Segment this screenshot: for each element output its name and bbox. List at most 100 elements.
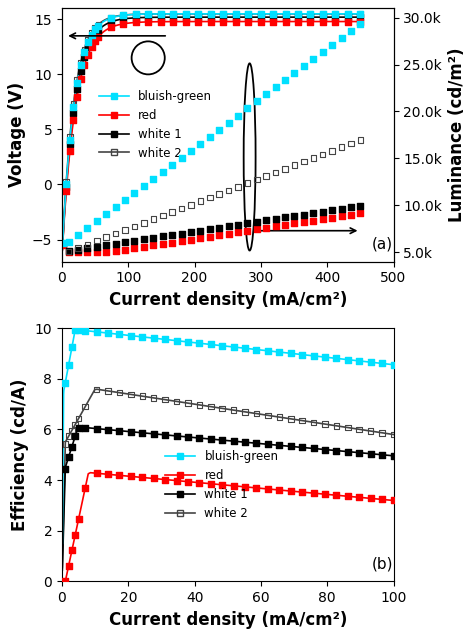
Point (74, 231, 82, 241)
Point (150, 473, 157, 483)
Point (82, 483, 89, 493)
Point (81, 52, 88, 62)
Y-axis label: Luminance (cd/m²): Luminance (cd/m²) (447, 48, 465, 222)
Point (281, 212, 289, 222)
Point (91, 36, 99, 46)
Point (91, 23, 99, 33)
Point (207, 401, 215, 412)
Point (319, 9, 327, 19)
Point (232, 9, 239, 19)
Point (321, 489, 329, 499)
Point (68, 441, 76, 452)
Point (332, 17, 339, 27)
Point (344, 422, 352, 433)
Point (140, 181, 148, 191)
Point (287, 414, 294, 424)
Point (367, 448, 374, 459)
Point (294, 12, 302, 22)
Point (272, 168, 280, 178)
Point (253, 408, 260, 419)
Point (310, 443, 318, 454)
Point (149, 240, 157, 250)
Point (206, 232, 214, 242)
Point (321, 352, 329, 362)
Point (65, 247, 73, 257)
Point (116, 329, 123, 340)
Point (344, 447, 352, 457)
Point (121, 245, 129, 255)
Point (184, 432, 192, 442)
Point (356, 201, 364, 211)
Point (257, 17, 264, 27)
Point (91, 24, 99, 34)
Point (282, 12, 289, 22)
Point (145, 12, 152, 22)
Point (132, 13, 140, 23)
Point (119, 10, 127, 20)
Point (145, 9, 152, 19)
Point (269, 17, 277, 27)
Point (356, 448, 363, 458)
Point (194, 9, 202, 19)
Point (272, 221, 280, 231)
Point (168, 230, 176, 240)
Point (84, 50, 91, 60)
Point (275, 440, 283, 450)
Point (65, 238, 73, 248)
Point (107, 22, 115, 32)
Point (93, 241, 100, 252)
Point (197, 233, 204, 243)
Point (62, 576, 69, 586)
Point (356, 135, 364, 145)
Point (344, 17, 352, 27)
Point (197, 225, 204, 236)
Point (187, 227, 195, 237)
Point (187, 234, 195, 245)
Point (62, 464, 69, 474)
Point (282, 9, 289, 19)
Point (62, 378, 69, 388)
Point (300, 61, 308, 71)
Point (275, 347, 283, 357)
Point (157, 12, 164, 22)
Point (187, 146, 195, 156)
Point (206, 132, 214, 142)
Point (298, 487, 306, 497)
Point (184, 398, 192, 408)
Point (173, 475, 180, 485)
Point (182, 9, 190, 19)
Point (119, 18, 127, 29)
Point (244, 17, 252, 27)
Point (66, 132, 73, 142)
Point (104, 469, 112, 480)
Point (104, 424, 112, 434)
Point (178, 203, 185, 213)
Point (73, 92, 81, 102)
Point (82, 401, 89, 412)
Point (310, 153, 317, 163)
Point (234, 227, 242, 238)
Point (196, 478, 203, 488)
Point (184, 337, 192, 347)
Point (344, 12, 352, 22)
Point (263, 171, 270, 181)
Point (84, 42, 91, 52)
Point (93, 424, 100, 434)
Point (244, 218, 251, 229)
Point (333, 420, 340, 431)
Point (161, 334, 169, 345)
Point (241, 407, 249, 417)
Point (263, 223, 270, 233)
Point (390, 360, 397, 370)
Point (344, 9, 352, 19)
Point (131, 236, 138, 246)
Point (264, 346, 272, 356)
Point (234, 220, 242, 230)
Point (121, 225, 129, 235)
Point (68, 342, 76, 352)
Point (65, 246, 73, 256)
Point (178, 229, 185, 239)
Point (321, 419, 329, 429)
Point (319, 9, 327, 19)
Point (264, 410, 272, 420)
